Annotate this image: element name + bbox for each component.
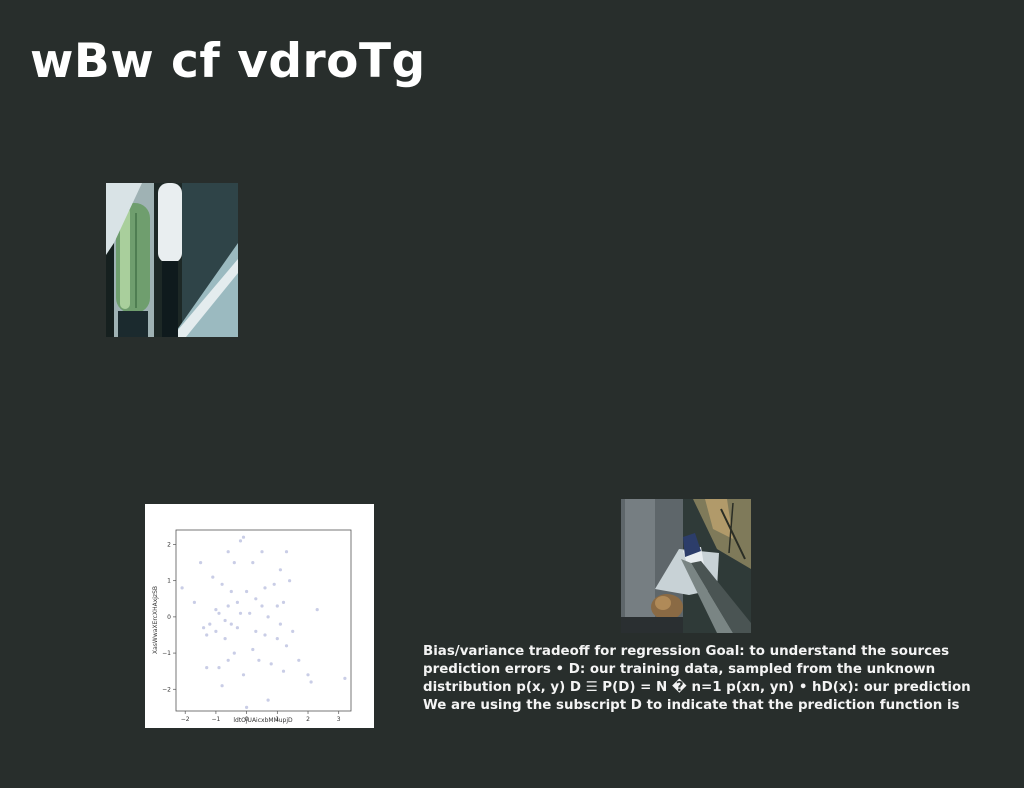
body-line: distribution p(x, y) D ☰ P(D) = N � n=1 …	[423, 680, 971, 695]
x-tick-label: 1	[275, 716, 279, 723]
scatter-point	[223, 637, 227, 641]
scatter-point	[226, 658, 230, 662]
scatter-point	[297, 658, 301, 662]
scatter-point	[241, 673, 246, 677]
scatter-point	[343, 676, 347, 680]
scatter-point	[281, 600, 286, 604]
y-axis-label: XasWwaXErcXHAxjzSB	[152, 586, 159, 654]
scatter-point	[205, 666, 209, 670]
y-tick-label: 1	[167, 578, 171, 585]
scatter-point	[248, 611, 252, 615]
x-axis-label: ldtOjUAicxbMMupjD	[233, 717, 293, 724]
scatter-point	[232, 651, 236, 655]
scatter-point	[284, 644, 289, 648]
scatter-point	[229, 622, 233, 626]
scatter-point	[278, 622, 282, 626]
body-line: Bias/variance tradeoff for regression Go…	[423, 644, 950, 659]
scatter-point	[214, 608, 218, 612]
y-tick-label: −1	[162, 650, 171, 657]
scatter-point	[260, 604, 264, 608]
scatter-point	[269, 662, 273, 666]
scatter-point	[208, 622, 212, 626]
x-tick-label: 2	[306, 716, 310, 723]
scatter-point	[245, 705, 249, 709]
scatter-point	[192, 600, 196, 604]
body-line: We are using the subscript D to indicate…	[423, 698, 960, 713]
y-tick-label: −2	[162, 686, 171, 693]
scatter-point	[278, 568, 282, 572]
plot-frame	[175, 529, 352, 712]
scatter-point	[235, 626, 239, 630]
scatter-point	[266, 698, 270, 702]
scatter-point	[226, 604, 230, 608]
scatter-point	[217, 611, 221, 615]
scatter-point	[235, 600, 239, 604]
scatter-point	[180, 586, 184, 590]
slide-body-text: Bias/variance tradeoff for regression Go…	[423, 643, 1023, 715]
scatter-point	[284, 550, 289, 554]
scatter-point	[214, 629, 218, 633]
photo-figure-by-water	[621, 499, 751, 633]
scatter-point	[275, 604, 279, 608]
slide-title: wBw cf vdroTg	[30, 34, 426, 89]
scatter-point	[263, 586, 267, 590]
scatter-point	[238, 539, 243, 543]
scatter-point	[281, 669, 286, 673]
scatter-point	[245, 589, 249, 594]
scatter-point	[199, 561, 203, 565]
x-tick-label: 0	[245, 716, 249, 723]
x-tick-label: −2	[181, 716, 190, 723]
scatter-point	[205, 633, 209, 637]
scatter-point	[238, 611, 243, 615]
scatter-point	[211, 575, 215, 579]
scatter-point	[309, 680, 313, 684]
scatter-point	[202, 626, 206, 630]
scatter-point	[229, 589, 233, 594]
scatter-point	[232, 561, 236, 565]
y-tick-label: 0	[167, 614, 171, 621]
scatter-point	[241, 535, 246, 539]
scatter-point	[263, 633, 267, 637]
scatter-point	[220, 684, 224, 688]
scatter-point	[260, 550, 264, 554]
scatter-point	[266, 615, 270, 619]
scatter-point	[291, 629, 295, 633]
scatter-point	[220, 582, 224, 586]
scatter-point	[272, 582, 276, 586]
scatter-point	[251, 561, 255, 565]
scatter-point	[315, 608, 319, 612]
scatter-point	[251, 647, 255, 652]
scatter-point	[288, 579, 292, 583]
scatter-point	[223, 618, 227, 623]
body-line: prediction errors • D: our training data…	[423, 662, 936, 677]
photo-pier-posts	[106, 183, 238, 337]
y-tick-label: 2	[167, 541, 171, 548]
scatter-point	[254, 629, 258, 633]
scatter-point	[217, 666, 221, 670]
scatter-chart: −2 −1 0 1 2 3 −2 −1 0 1 2 ldtOjUAicxbMMupjD XasWw…	[145, 504, 374, 728]
scatter-point	[226, 550, 230, 554]
x-tick-label: −1	[211, 716, 220, 723]
x-tick-label: 3	[337, 716, 341, 723]
scatter-point	[275, 637, 279, 641]
scatter-point	[257, 658, 261, 662]
scatter-point	[306, 673, 310, 677]
scatter-point	[254, 597, 258, 601]
